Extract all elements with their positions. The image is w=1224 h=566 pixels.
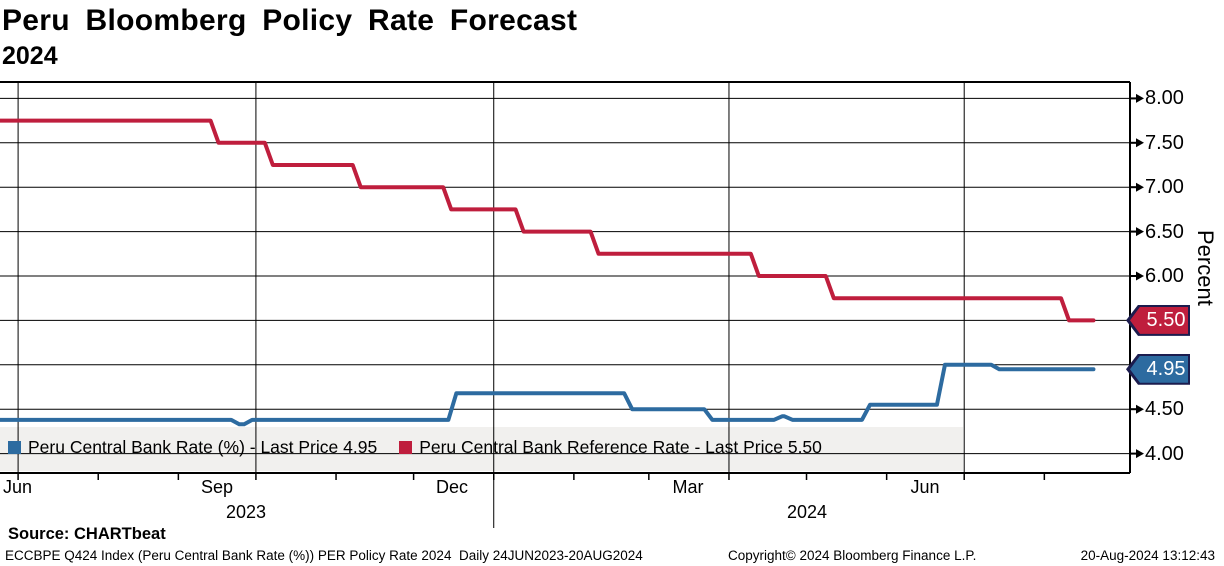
legend-item: Peru Central Bank Rate (%) - Last Price … <box>8 437 377 458</box>
footer-copyright: Copyright© 2024 Bloomberg Finance L.P. <box>728 548 977 563</box>
x-axis-label: Jun <box>910 477 940 497</box>
axis-tick-arrow-icon <box>1136 93 1144 103</box>
y-axis-label: 7.00 <box>1145 176 1184 199</box>
legend-item: Peru Central Bank Reference Rate - Last … <box>399 437 822 458</box>
y-axis-label: 6.50 <box>1145 220 1184 243</box>
series-line-peru-central-bank-reference-rate <box>0 118 1096 323</box>
axis-tick-arrow-icon <box>1136 271 1144 281</box>
footer-timestamp: 20-Aug-2024 13:12:43 <box>1080 548 1215 563</box>
badge-value: 4.95 <box>1146 357 1186 380</box>
axis-tick-arrow-icon <box>1136 449 1144 459</box>
badge-fill <box>1130 306 1188 334</box>
legend-label: Peru Central Bank Reference Rate - Last … <box>419 437 822 457</box>
chart-subtitle: 2024 <box>2 42 58 70</box>
axis-tick-arrow-icon <box>1136 227 1144 237</box>
y-axis-title: Percent <box>1193 230 1218 306</box>
y-axis-label: 4.50 <box>1145 398 1184 421</box>
y-axis-label: 6.00 <box>1145 265 1184 287</box>
footer-description: ECCBPE Q424 Index (Peru Central Bank Rat… <box>5 548 643 563</box>
source-line: Source: CHARTbeat <box>8 525 166 543</box>
series-line-peru-central-bank-rate- <box>0 362 1096 427</box>
x-axis-label: Jun <box>3 477 33 497</box>
axis-tick-arrow-icon <box>1136 138 1144 148</box>
chart-title: Peru Bloomberg Policy Rate Forecast <box>2 4 578 37</box>
y-axis-label: 7.50 <box>1145 131 1184 154</box>
x-axis-year-label: 2024 <box>786 502 828 522</box>
y-axis-label: 4.00 <box>1145 442 1184 465</box>
x-axis-label: Mar <box>672 477 704 497</box>
legend-swatch-icon <box>399 441 413 454</box>
x-axis-label: Sep <box>200 477 234 497</box>
legend-background <box>0 427 963 471</box>
axis-tick-arrow-icon <box>1136 182 1144 192</box>
legend-swatch-icon <box>8 441 21 454</box>
y-axis-label: 8.00 <box>1145 87 1184 110</box>
last-price-badge-5.50: 5.50 <box>1126 304 1190 336</box>
legend-label: Peru Central Bank Rate (%) - Last Price … <box>28 437 378 457</box>
x-axis-year-label: 2023 <box>225 502 267 522</box>
x-axis-label: Dec <box>435 477 469 497</box>
last-price-badge-4.95: 4.95 <box>1126 353 1190 385</box>
badge-value: 5.50 <box>1146 308 1186 331</box>
chart-legend: Peru Central Bank Rate (%) - Last Price … <box>8 437 822 458</box>
axis-tick-arrow-icon <box>1136 404 1144 414</box>
badge-fill <box>1130 355 1188 383</box>
